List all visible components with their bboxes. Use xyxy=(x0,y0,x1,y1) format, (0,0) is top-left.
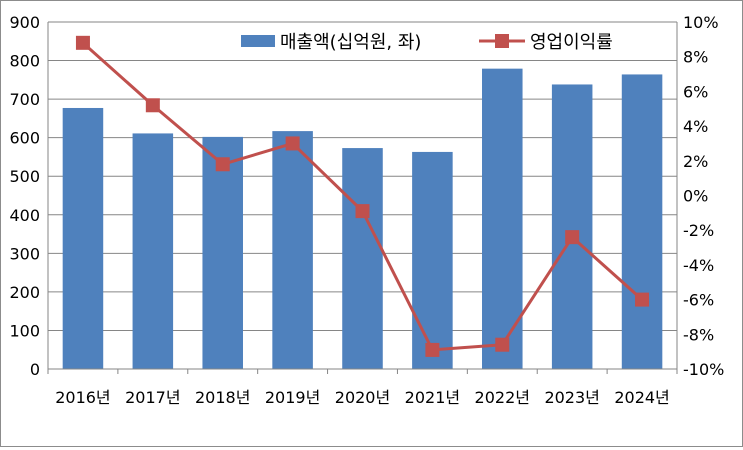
right-tick-label: 4% xyxy=(683,117,708,136)
x-tick-label: 2018년 xyxy=(195,388,250,407)
x-tick-label: 2019년 xyxy=(265,388,320,407)
line-point-2022년 xyxy=(495,337,510,352)
left-tick-label: 600 xyxy=(9,129,40,148)
left-tick-label: 500 xyxy=(9,167,40,186)
right-tick-label: 2% xyxy=(683,152,708,171)
line-point-2018년 xyxy=(215,157,230,172)
left-tick-label: 400 xyxy=(9,206,40,225)
left-tick-label: 300 xyxy=(9,244,40,263)
bar-2019년 xyxy=(272,131,313,369)
legend-line-label: 영업이익률 xyxy=(530,32,613,53)
left-tick-label: 200 xyxy=(9,283,40,302)
right-tick-label: -6% xyxy=(683,291,714,310)
line-point-2019년 xyxy=(285,136,300,151)
right-tick-label: -2% xyxy=(683,221,714,240)
x-tick-label: 2017년 xyxy=(125,388,180,407)
line-series xyxy=(75,35,650,357)
bar-2020년 xyxy=(342,148,383,369)
bar-2023년 xyxy=(551,84,593,370)
right-tick-label: 0% xyxy=(683,187,708,206)
right-tick-label: -8% xyxy=(683,325,714,344)
left-tick-label: 900 xyxy=(9,13,40,32)
line-point-2020년 xyxy=(355,204,370,219)
line-point-2021년 xyxy=(425,342,440,357)
bar-2017년 xyxy=(132,133,174,369)
bar-2021년 xyxy=(412,151,453,369)
right-tick-label: 10% xyxy=(683,13,719,32)
left-axis-ticks: 0 100 200 300 400 500 600 700 800 900 xyxy=(9,13,40,379)
line-point-2024년 xyxy=(635,292,650,307)
left-tick-label: 700 xyxy=(9,90,40,109)
legend: 매출액(십억원, 좌) 영업이익률 xyxy=(241,32,613,53)
line-point-2023년 xyxy=(565,230,580,245)
x-tick-label: 2020년 xyxy=(335,388,390,407)
legend-bar-label: 매출액(십억원, 좌) xyxy=(280,32,421,53)
bar-2016년 xyxy=(62,107,104,370)
bar-2024년 xyxy=(621,74,663,370)
x-axis-ticks: 2016년 2017년 2018년 2019년 2020년 2021년 2022년 2023년… xyxy=(55,388,670,407)
left-tick-label: 100 xyxy=(9,321,40,340)
bar-series xyxy=(62,68,663,370)
right-axis-ticks: -10% -8% -6% -4% -2% 0% 2% 4% 6% 8% 10% xyxy=(683,13,724,379)
x-tick-label: 2016년 xyxy=(55,388,110,407)
line-point-2017년 xyxy=(145,98,160,113)
bar-2022년 xyxy=(482,68,523,369)
line-point-2016년 xyxy=(75,35,90,50)
left-tick-label: 800 xyxy=(9,52,40,71)
x-tick-label: 2022년 xyxy=(475,388,530,407)
right-tick-label: -10% xyxy=(683,360,724,379)
axes xyxy=(47,22,678,374)
right-tick-label: 6% xyxy=(683,82,708,101)
x-tick-label: 2023년 xyxy=(544,388,599,407)
legend-bar-swatch xyxy=(241,35,275,47)
right-tick-label: -4% xyxy=(683,256,714,275)
bar-2018년 xyxy=(202,136,243,369)
x-tick-label: 2024년 xyxy=(614,388,669,407)
legend-line-marker xyxy=(495,34,509,48)
x-tick-label: 2021년 xyxy=(405,388,460,407)
right-tick-label: 8% xyxy=(683,48,708,67)
left-tick-label: 0 xyxy=(30,360,40,379)
